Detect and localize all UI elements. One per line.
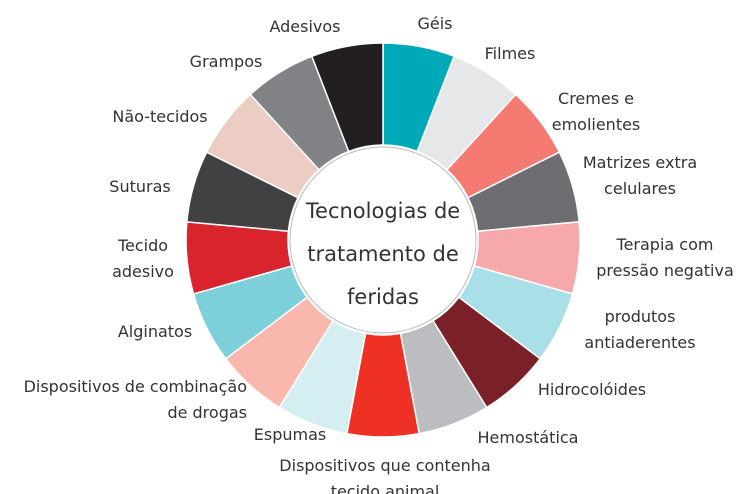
segment-label: Tecido: [117, 236, 168, 255]
center-circle: [289, 146, 477, 334]
segment-label: produtos: [605, 307, 676, 326]
segment-label: de drogas: [167, 403, 247, 422]
segment-label: Filmes: [485, 44, 536, 63]
segment-label: Dispositivos que contenha: [279, 456, 490, 475]
center-text: feridas: [347, 285, 419, 309]
segment-label: antiaderentes: [584, 333, 695, 352]
segment-label: Adesivos: [269, 17, 340, 36]
segment-label: Terapia com: [616, 235, 714, 254]
segment-label: celulares: [604, 179, 676, 198]
segment-label: Hidrocolóides: [538, 380, 646, 399]
segment-label: Cremes e: [558, 89, 634, 108]
segment-label: Hemostática: [478, 428, 579, 447]
segment-label: Géis: [417, 14, 452, 33]
center-text: tratamento de: [307, 242, 459, 266]
segment-label: Grampos: [190, 52, 263, 71]
segment-label: Espumas: [254, 425, 326, 444]
center-text: Tecnologias de: [305, 199, 460, 223]
segment-label: Não-tecidos: [112, 107, 207, 126]
segment-label: tecido animal: [331, 482, 440, 494]
segment-label: Alginatos: [118, 322, 192, 341]
segment-label: pressão negativa: [596, 261, 734, 280]
segment-label: adesivo: [112, 262, 174, 281]
segment-label: Matrizes extra: [583, 153, 697, 172]
segment: [310, 42, 384, 153]
segment-label: emolientes: [552, 115, 641, 134]
segment-label: Suturas: [109, 177, 170, 196]
segment-label: Dispositivos de combinação: [24, 377, 247, 396]
